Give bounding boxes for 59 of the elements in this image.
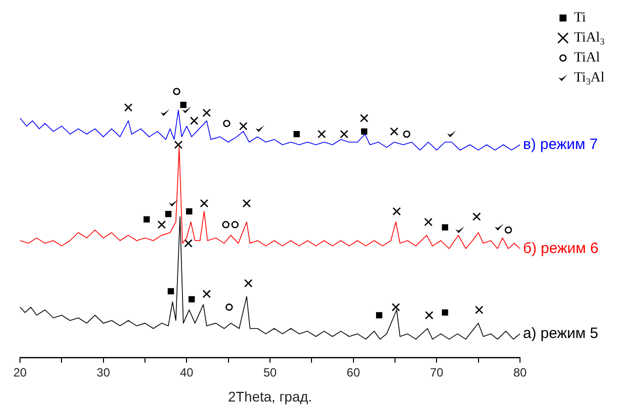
x-tick-label: 80	[513, 365, 527, 380]
point	[390, 127, 398, 136]
point	[442, 224, 448, 230]
point	[168, 200, 178, 207]
legend-label: Ti	[574, 10, 586, 26]
point	[242, 199, 251, 208]
point	[424, 218, 433, 226]
point	[424, 311, 434, 320]
point	[180, 102, 186, 108]
point	[361, 128, 368, 135]
point	[231, 221, 239, 228]
point	[184, 239, 193, 248]
point	[294, 130, 300, 138]
point	[157, 220, 166, 229]
point	[222, 221, 230, 228]
point	[226, 304, 233, 311]
point	[442, 309, 448, 316]
x-tick-label: 20	[13, 365, 27, 380]
x-tick-label: 40	[180, 365, 194, 380]
point	[168, 288, 174, 294]
point	[244, 279, 253, 288]
series-label: в) режим 7	[523, 136, 598, 153]
point	[392, 303, 400, 312]
point	[474, 306, 484, 314]
point	[472, 212, 481, 221]
point	[456, 226, 464, 234]
point	[239, 122, 248, 130]
series-label: а) режим 5	[523, 324, 598, 342]
point	[504, 226, 512, 234]
point	[124, 103, 133, 112]
point	[223, 120, 230, 128]
point	[182, 106, 192, 114]
point	[376, 312, 382, 318]
point	[160, 109, 170, 116]
point	[202, 108, 211, 117]
x-tick-label: 70	[430, 365, 444, 380]
point	[186, 208, 192, 214]
series-label: б) режим 6	[523, 240, 599, 257]
x-axis-title: 2Theta, град.	[228, 388, 312, 404]
point	[173, 88, 180, 96]
x-tick-label: 30	[96, 365, 110, 380]
point	[392, 207, 401, 216]
point	[494, 224, 504, 230]
point	[360, 114, 368, 122]
point	[403, 130, 410, 138]
point	[144, 216, 150, 222]
point	[190, 116, 198, 125]
point	[317, 130, 326, 138]
point	[447, 130, 456, 138]
point	[202, 290, 211, 298]
point	[165, 210, 172, 218]
point	[174, 140, 183, 149]
point	[188, 296, 195, 302]
x-tick-label: 60	[346, 365, 360, 380]
point	[256, 125, 264, 132]
point	[200, 199, 208, 208]
legend-label: TiAl	[574, 50, 600, 66]
point	[340, 130, 348, 138]
x-tick-label: 50	[263, 365, 277, 380]
